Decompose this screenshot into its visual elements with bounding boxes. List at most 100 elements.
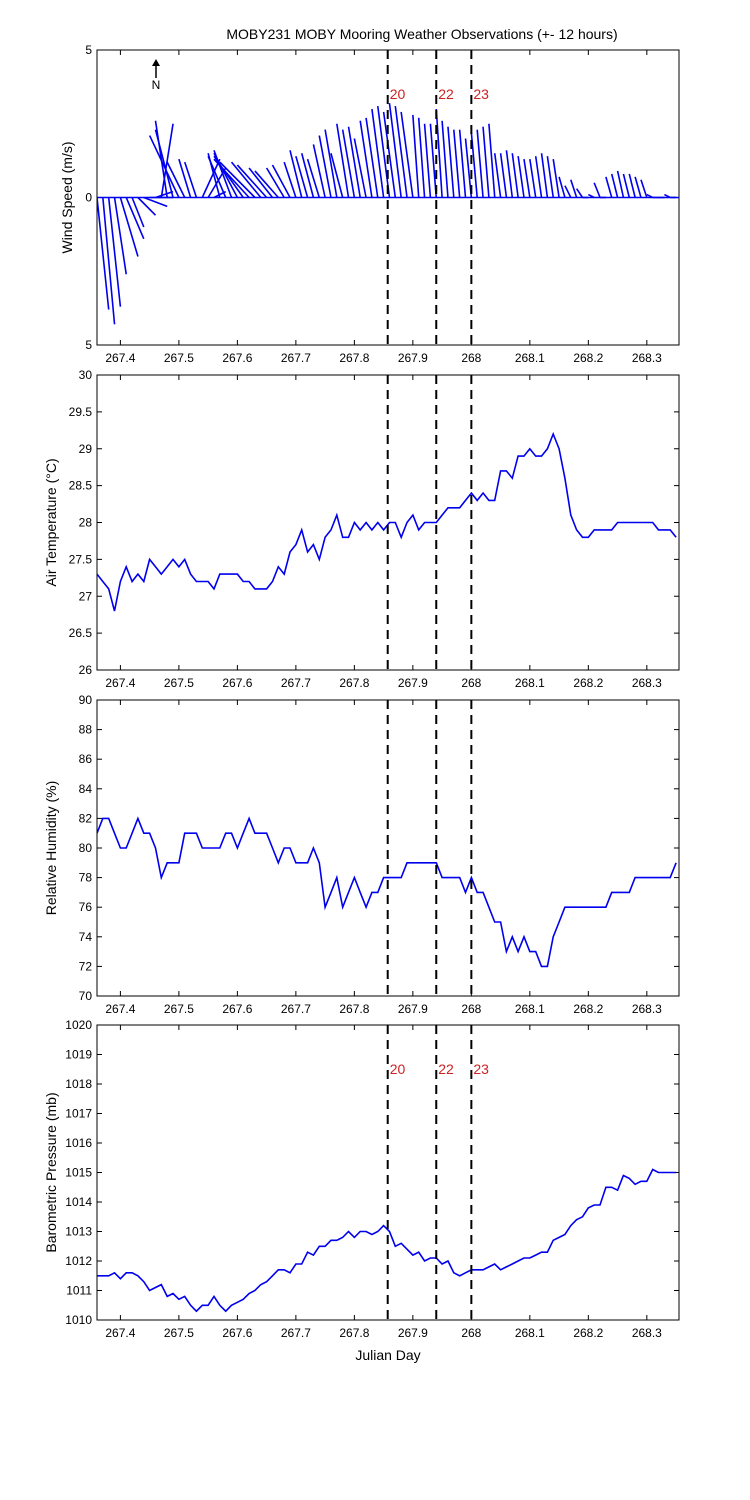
y-tick-label: 29.5 (69, 405, 93, 419)
x-tick-label: 267.5 (164, 1002, 194, 1016)
wind-vector (616, 170, 625, 198)
y-tick-label: 27.5 (69, 552, 93, 566)
wind-vector (341, 129, 356, 198)
y-tick-label: 5 (85, 338, 92, 352)
x-tick-label: 268.3 (632, 1002, 662, 1016)
wind-vector (347, 126, 362, 198)
panel-pres: 267.4 267.5 267.6 267.7 267.8 267.9 268 268.1 26… (43, 1018, 680, 1363)
wind-vector (119, 197, 139, 257)
x-tick-label: 268.1 (515, 1326, 545, 1340)
wind-vector (336, 123, 350, 198)
wind-vector (593, 182, 601, 198)
x-tick-label: 267.9 (398, 1002, 428, 1016)
y-tick-label: 1018 (65, 1077, 92, 1091)
wind-vector (183, 161, 198, 198)
panel-air: 267.4 267.5 267.6 267.7 267.8 267.9 268 268.1 26… (43, 368, 680, 690)
y-axis-label: Air Temperature (°C) (43, 458, 59, 586)
wind-vector (447, 126, 455, 198)
wind-vector (125, 197, 145, 240)
y-tick-label: 78 (79, 871, 93, 885)
wind-vector (505, 150, 514, 198)
panel-wind: 267.4 267.5 267.6 267.7 267.8 267.9 268 268.1 26… (59, 43, 680, 365)
x-tick-label: 267.5 (164, 1326, 194, 1340)
y-tick-label: 72 (79, 959, 93, 973)
x-tick-label: 267.5 (164, 676, 194, 690)
wind-vector (324, 129, 338, 198)
wind-vector (265, 167, 285, 198)
wind-vector (605, 176, 613, 198)
y-tick-label: 1016 (65, 1136, 92, 1150)
wind-vector (552, 159, 560, 198)
event-marker-label: 23 (473, 1061, 489, 1077)
y-tick-label: 80 (79, 841, 93, 855)
series-group (97, 1168, 677, 1313)
wind-vector (306, 158, 321, 198)
y-axis-label: Wind Speed (m/s) (59, 141, 75, 253)
event-marker-label: 20 (390, 86, 406, 102)
x-tick-label: 268.1 (515, 1002, 545, 1016)
y-tick-label: 1014 (65, 1195, 92, 1209)
x-tick-label: 267.4 (105, 1002, 135, 1016)
wind-vector (646, 193, 654, 199)
wind-vector (640, 179, 648, 198)
wind-vector (529, 159, 537, 198)
chart-title: MOBY231 MOBY Mooring Weather Observation… (226, 26, 617, 42)
wind-vector (371, 108, 385, 198)
y-axis-label: Relative Humidity (%) (43, 781, 59, 916)
y-tick-label: 74 (79, 930, 93, 944)
y-tick-label: 1013 (65, 1225, 92, 1239)
wind-vector (558, 176, 566, 198)
x-tick-label: 267.8 (339, 676, 369, 690)
x-tick-label: 268 (461, 676, 481, 690)
wind-vector (400, 111, 414, 198)
x-tick-label: 267.6 (222, 351, 252, 365)
panel-rh: 267.4 267.5 267.6 267.7 267.8 267.9 268 268.1 26… (43, 693, 680, 1016)
wind-vector (423, 123, 432, 198)
wind-vector (148, 135, 180, 198)
wind-vector (664, 193, 671, 199)
y-axis-label: Barometric Pressure (mb) (43, 1092, 59, 1252)
wind-vector (248, 167, 274, 198)
wind-vector (546, 156, 555, 198)
wind-vector (213, 155, 244, 198)
x-tick-label: 268.2 (573, 1326, 603, 1340)
y-tick-label: 90 (79, 693, 93, 707)
wind-vector (482, 126, 490, 198)
event-marker-label: 22 (438, 86, 454, 102)
y-tick-label: 70 (79, 989, 93, 1003)
series-line (97, 816, 677, 968)
y-tick-label: 76 (79, 900, 93, 914)
wind-vector (458, 129, 467, 198)
y-tick-label: 28.5 (69, 479, 93, 493)
x-tick-label: 267.9 (398, 351, 428, 365)
wind-vector (523, 159, 531, 198)
wind-vector (564, 185, 572, 198)
wind-vector (254, 170, 279, 199)
x-tick-label: 267.8 (339, 351, 369, 365)
y-tick-label: 1012 (65, 1254, 92, 1268)
wind-vector (97, 197, 110, 310)
y-tick-label: 28 (79, 516, 93, 530)
wind-vector (312, 144, 326, 198)
x-tick-label: 268.1 (515, 351, 545, 365)
y-tick-label: 1011 (66, 1284, 92, 1298)
wind-vector (295, 155, 309, 198)
wind-vector (441, 120, 449, 198)
wind-vector (102, 197, 116, 325)
wind-vector (155, 190, 174, 199)
wind-vector (330, 153, 344, 198)
wind-vector (622, 173, 631, 198)
wind-vector (540, 153, 549, 198)
wind-vector (417, 117, 426, 198)
wind-vector (300, 153, 315, 198)
y-tick-label: 29 (79, 442, 93, 456)
x-tick-label: 267.9 (398, 1326, 428, 1340)
wind-vector (137, 196, 157, 216)
wind-vector (388, 103, 402, 198)
wind-vector (412, 114, 420, 198)
north-label: N (152, 78, 161, 92)
wind-vector (201, 158, 221, 198)
wind-vector (236, 164, 268, 199)
x-tick-label: 267.4 (105, 676, 135, 690)
